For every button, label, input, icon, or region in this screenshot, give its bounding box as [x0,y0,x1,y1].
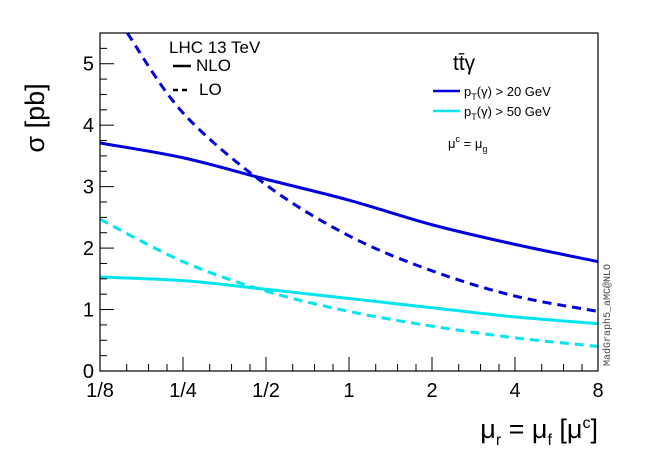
x-tick-label: 2 [426,380,437,402]
tick-labels-layer: 0 1 2 3 4 5 1/8 1/4 1/2 1 2 4 8 [83,54,604,402]
legend-right: tt̄γ pT(γ) > 20 GeV pT(γ) > 50 GeV μc = … [433,52,551,154]
y-tick-label: 1 [83,300,94,322]
x-tick-label: 8 [592,380,603,402]
x-axis-title: μr = μf [μc] [480,414,598,449]
y-tick-label: 4 [83,115,94,137]
series-nlo-pt20-line [99,141,599,264]
y-tick-label: 5 [83,54,94,76]
watermark: MadGraph5_aMC@NLO [602,264,614,366]
x-tick-label: 1/4 [169,380,197,402]
x-tick-label: 1/8 [86,380,114,402]
x-tick-label: 1 [343,380,354,402]
legend-header: LHC 13 TeV [169,38,261,57]
y-axis-title: σ [pb] [20,83,50,152]
legend-left: LHC 13 TeV NLO LO [169,38,261,99]
ticks-layer [99,32,599,372]
legend-scale-note: μc = μg [448,134,487,154]
legend-50gev-label: pT(γ) > 50 GeV [464,104,551,122]
series-lo-pt20-line [126,32,599,313]
legend-lo-label: LO [199,80,222,99]
curves-layer [99,32,599,348]
series-nlo-pt50-line [99,275,599,326]
legend-process: tt̄γ [453,52,476,75]
x-tick-label: 4 [509,380,520,402]
y-tick-label: 2 [83,238,94,260]
series-lo-pt50-line [99,217,599,348]
x-tick-label: 1/2 [252,380,280,402]
legend-nlo-label: NLO [196,56,231,75]
y-tick-label: 3 [83,177,94,199]
y-tick-label: 0 [83,361,94,383]
legend-20gev-label: pT(γ) > 20 GeV [464,84,551,102]
